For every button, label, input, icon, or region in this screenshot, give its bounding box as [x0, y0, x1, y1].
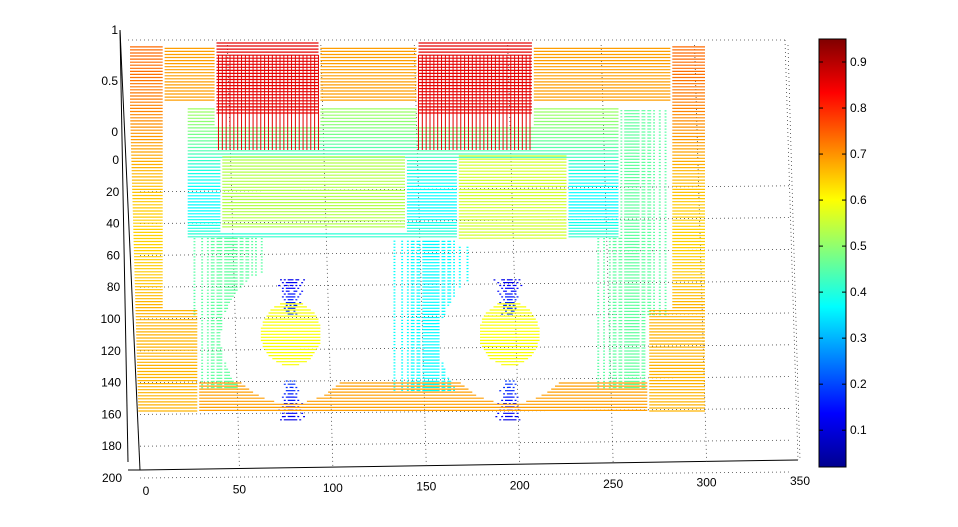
- colorbar-tick-label: 0.9: [850, 55, 867, 69]
- z-tick-label: 1: [111, 23, 118, 37]
- y-tick-label: 80: [107, 280, 121, 294]
- y-tick-label: 140: [101, 376, 121, 390]
- y-tick-label: 100: [100, 312, 120, 326]
- colorbar-gradient: [818, 38, 847, 468]
- x-tick-label: 200: [510, 478, 530, 492]
- y-tick-label: 0: [112, 153, 119, 167]
- y-tick-labels: 0 20 40 60 80 100 120 140 160 180 200: [100, 153, 122, 485]
- y-tick-label: 200: [102, 471, 122, 485]
- x-tick-label: 350: [790, 474, 810, 488]
- x-tick-label: 0: [143, 484, 150, 498]
- y-tick-label: 20: [106, 185, 120, 199]
- x-tick-label: 300: [697, 475, 717, 489]
- x-tick-label: 50: [233, 483, 247, 497]
- z-tick-labels: 00.51: [101, 23, 118, 139]
- colorbar-tick-label: 0.8: [850, 101, 867, 115]
- colorbar: 0.1 0.2 0.3 0.4 0.5 0.6 0.7 0.8 0.9: [818, 38, 867, 468]
- x-tick-label: 100: [323, 481, 343, 495]
- colorbar-tick-label: 0.6: [850, 193, 867, 207]
- x-axis-line: [139, 459, 799, 471]
- y-tick-label: 60: [107, 248, 121, 262]
- colorbar-tick-labels: 0.1 0.2 0.3 0.4 0.5 0.6 0.7 0.8 0.9: [819, 55, 867, 437]
- y-tick-label: 40: [106, 217, 120, 231]
- z-tick-label: 0.5: [101, 74, 118, 88]
- surface-plot: [130, 42, 705, 421]
- colorbar-tick-label: 0.5: [850, 239, 867, 253]
- colorbar-tick-label: 0.4: [850, 285, 867, 299]
- colorbar-tick-label: 0.2: [850, 377, 867, 391]
- x-tick-label: 150: [416, 480, 436, 494]
- axes-box: [119, 29, 799, 471]
- y-tick-label: 120: [101, 344, 121, 358]
- colorbar-tick-label: 0.1: [850, 423, 867, 437]
- z-axis-line: [119, 29, 129, 463]
- x-tick-label: 250: [603, 477, 623, 491]
- y-tick-label: 180: [102, 439, 122, 453]
- y-tick-label: 160: [101, 407, 121, 421]
- colorbar-tick-label: 0.3: [850, 331, 867, 345]
- z-tick-label: 0: [111, 125, 118, 139]
- y-axis-line: [119, 29, 141, 471]
- x-tick-labels: 0 50 100 150 200 250 300 350: [143, 474, 811, 498]
- colorbar-tick-label: 0.7: [850, 147, 867, 161]
